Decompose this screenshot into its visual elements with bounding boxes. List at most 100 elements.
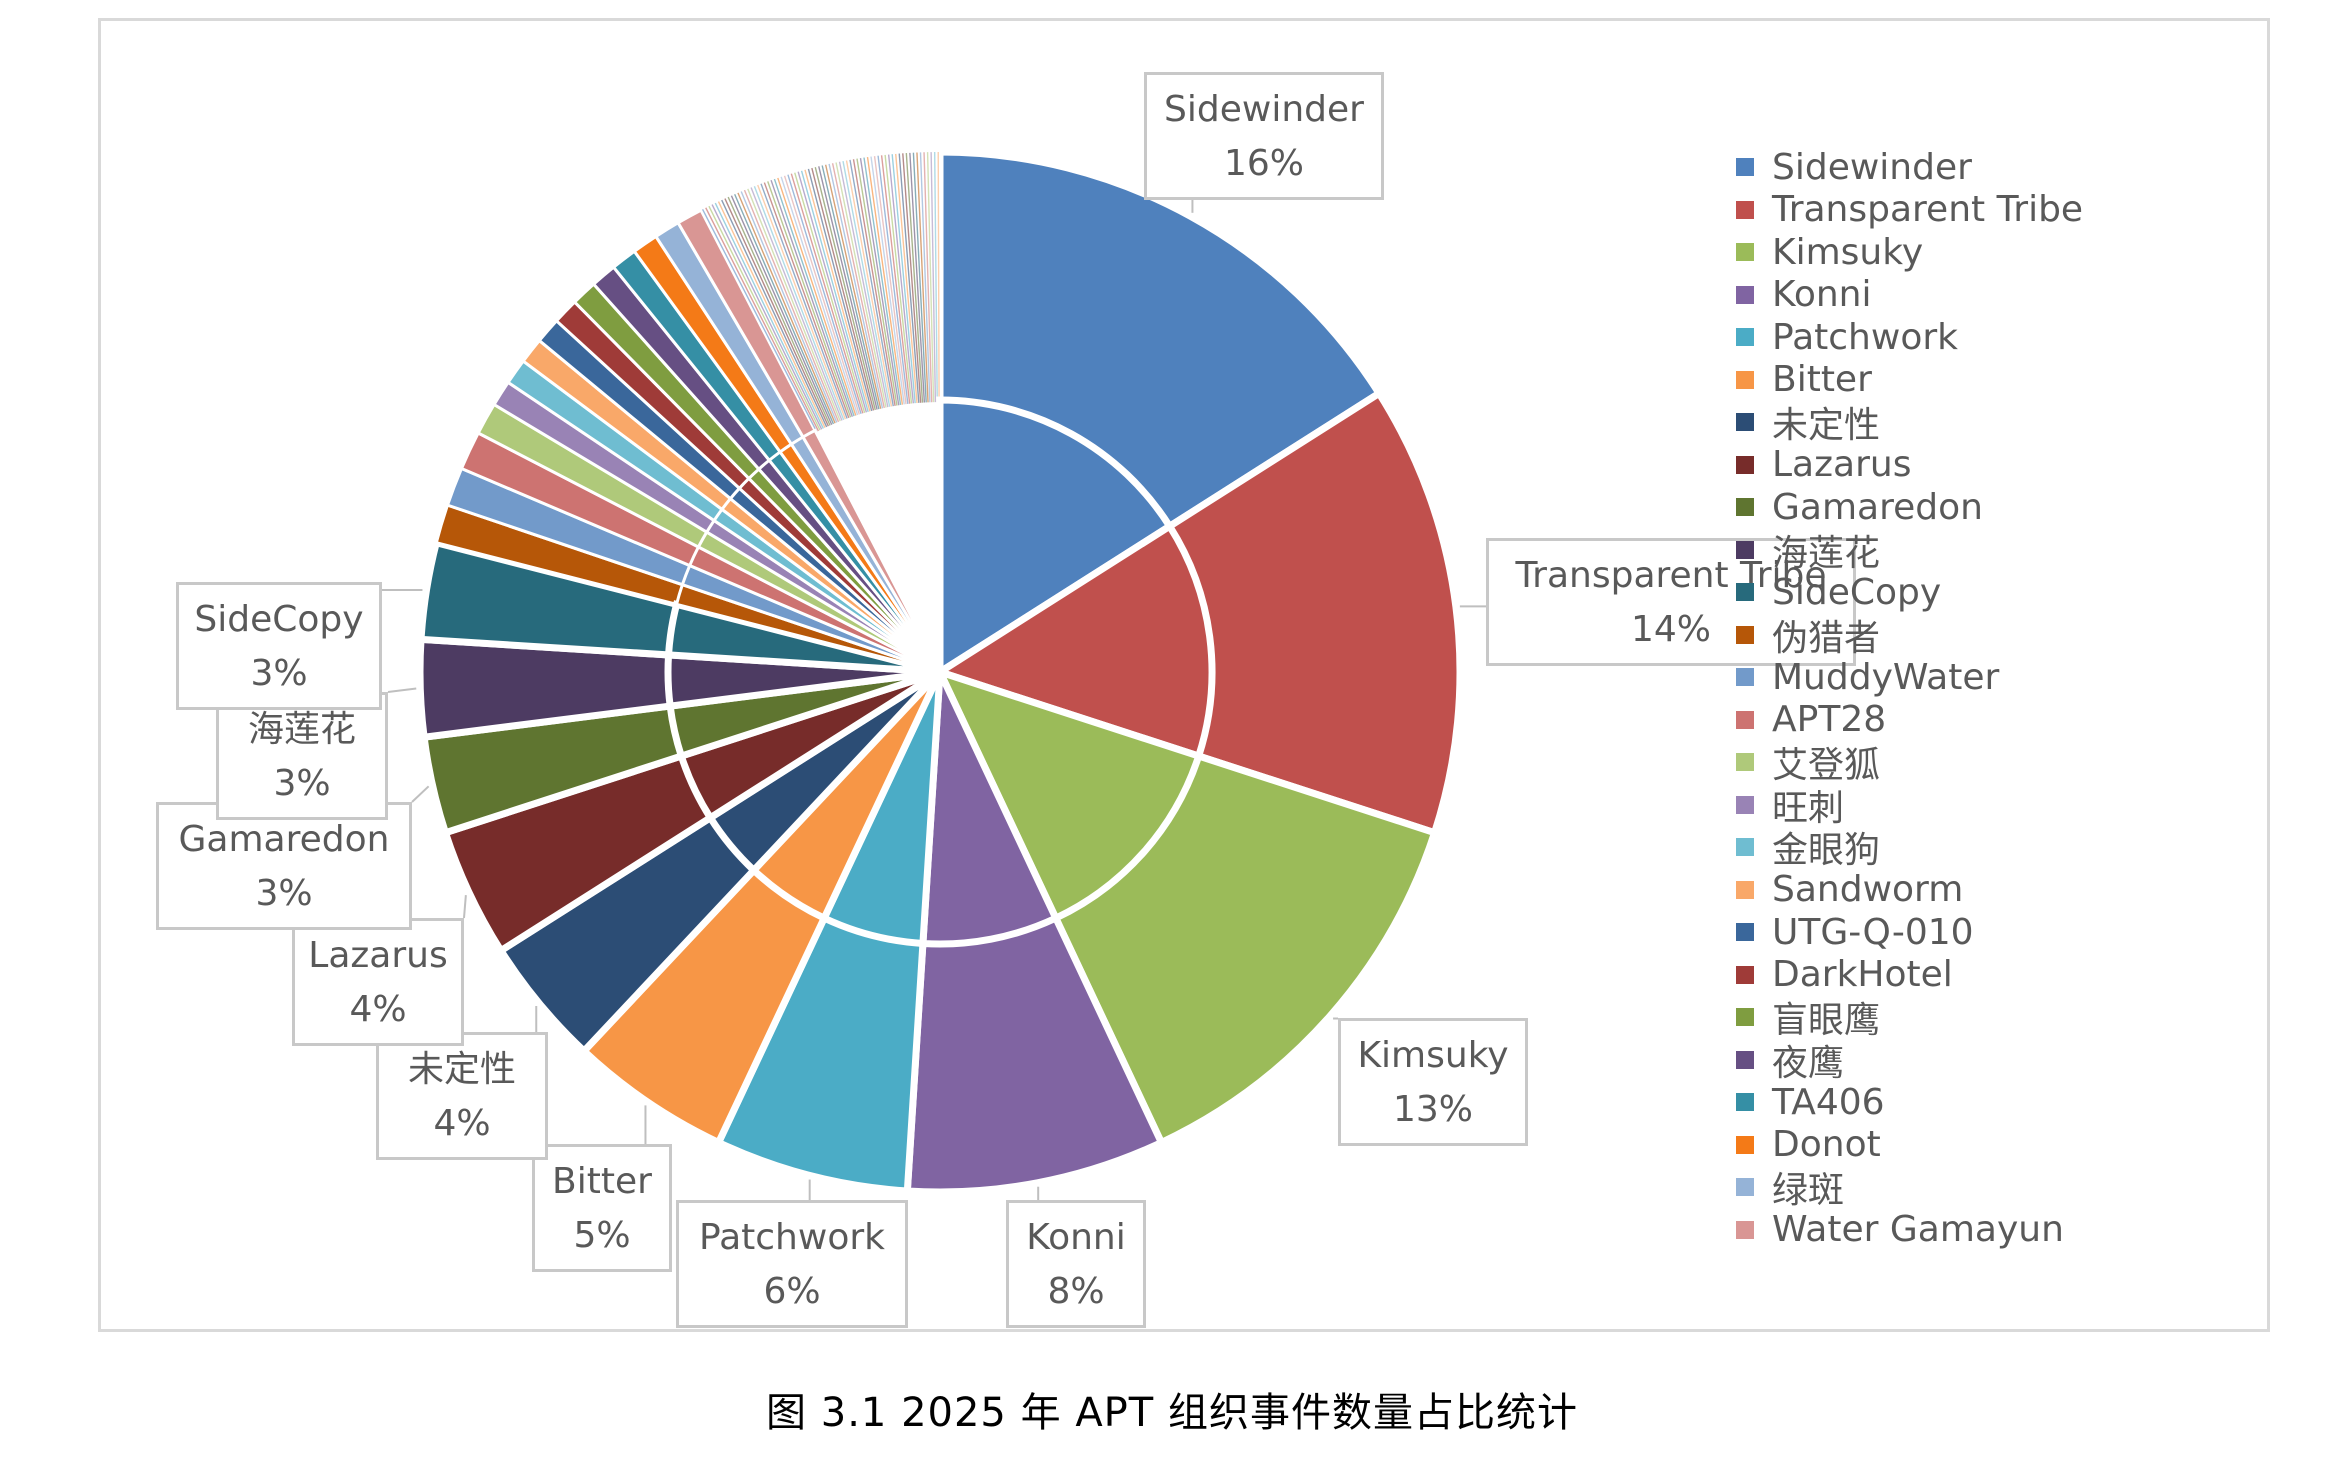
data-label-name: 未定性	[407, 1049, 516, 1090]
legend-item: Sidewinder	[1736, 146, 2156, 189]
data-label-name: Konni	[1026, 1217, 1126, 1258]
pie-slice-inner-26	[800, 428, 942, 673]
data-label-name: Lazarus	[308, 935, 448, 976]
legend-label: Sandworm	[1772, 869, 1964, 911]
legend-item: 金眼狗	[1736, 826, 2156, 871]
legend-item: APT28	[1736, 699, 2156, 742]
legend-item: Donot	[1736, 1124, 2156, 1167]
leader-line	[411, 785, 430, 803]
data-label-percent: 14%	[1630, 609, 1711, 650]
pie-slice-inner-1	[936, 396, 1175, 679]
legend-item: TA406	[1736, 1081, 2156, 1124]
legend-item: 旺刺	[1736, 784, 2156, 829]
pie-slice-inner-3	[933, 666, 1204, 923]
legend-swatch	[1736, 1093, 1754, 1112]
legend-swatch	[1736, 1220, 1754, 1239]
legend: Sidewinder Transparent Tribe Kimsuky Konni P…	[1736, 146, 2156, 1251]
data-label-8: Lazarus 4%	[292, 918, 464, 1046]
legend-item: 夜鹰	[1736, 1039, 2156, 1084]
legend-label: Kimsuky	[1772, 231, 1924, 273]
legend-item: Sandworm	[1736, 869, 2156, 912]
legend-item: 海莲花	[1736, 529, 2156, 574]
legend-label: Gamaredon	[1772, 486, 1983, 528]
data-label-2: Transparent Tribe 14%	[1486, 538, 1856, 666]
legend-swatch	[1736, 200, 1754, 219]
legend-swatch	[1736, 370, 1754, 389]
legend-item: 未定性	[1736, 401, 2156, 446]
legend-label: DarkHotel	[1772, 954, 1953, 996]
legend-item: SideCopy	[1736, 571, 2156, 614]
data-label-percent: 6%	[763, 1271, 821, 1312]
legend-swatch	[1736, 795, 1754, 814]
legend-label: Konni	[1772, 274, 1872, 316]
legend-swatch	[1736, 880, 1754, 899]
figure-caption: 图 3.1 2025 年 APT 组织事件数量占比统计	[766, 1390, 1578, 1436]
data-label-percent: 8%	[1047, 1271, 1105, 1312]
legend-item: Gamaredon	[1736, 486, 2156, 529]
legend-label: 伪猎者	[1772, 617, 1881, 659]
legend-swatch	[1736, 583, 1754, 602]
data-label-percent: 13%	[1392, 1089, 1473, 1130]
data-label-name: Patchwork	[699, 1217, 885, 1258]
legend-swatch	[1736, 158, 1754, 177]
data-label-percent: 4%	[349, 989, 407, 1030]
data-label-name: Gamaredon	[178, 819, 390, 860]
legend-item: DarkHotel	[1736, 954, 2156, 997]
legend-swatch	[1736, 625, 1754, 644]
legend-label: Lazarus	[1772, 444, 1912, 486]
data-label-name: Kimsuky	[1357, 1035, 1509, 1076]
legend-item: Patchwork	[1736, 316, 2156, 359]
leader-line	[387, 687, 417, 693]
pie-slice-inner-2	[931, 521, 1216, 761]
legend-label: 未定性	[1772, 405, 1881, 447]
data-label-name: Bitter	[552, 1161, 652, 1202]
data-label-10: 海莲花 3%	[216, 692, 388, 820]
legend-swatch	[1736, 965, 1754, 984]
legend-label: UTG-Q-010	[1772, 911, 1974, 953]
legend-swatch	[1736, 498, 1754, 517]
legend-item: MuddyWater	[1736, 656, 2156, 699]
legend-swatch	[1736, 455, 1754, 474]
data-label-11: SideCopy 3%	[176, 582, 382, 710]
data-label-name: Sidewinder	[1164, 89, 1364, 130]
legend-label: Bitter	[1772, 359, 1872, 401]
data-label-7: 未定性 4%	[376, 1032, 548, 1160]
legend-label: Sidewinder	[1772, 146, 1972, 188]
legend-item: 绿斑	[1736, 1166, 2156, 1211]
data-label-3: Kimsuky 13%	[1338, 1018, 1528, 1146]
legend-item: UTG-Q-010	[1736, 911, 2156, 954]
data-label-name: 海莲花	[247, 709, 356, 750]
legend-item: Lazarus	[1736, 444, 2156, 487]
legend-label: 盲眼鹰	[1772, 1000, 1881, 1042]
data-label-percent: 3%	[273, 763, 331, 804]
legend-swatch	[1736, 753, 1754, 772]
data-label-percent: 3%	[250, 653, 308, 694]
legend-swatch	[1736, 413, 1754, 432]
legend-label: MuddyWater	[1772, 656, 2000, 698]
legend-item: Bitter	[1736, 359, 2156, 402]
legend-item: Water Gamayun	[1736, 1209, 2156, 1252]
legend-swatch	[1736, 668, 1754, 687]
data-label-percent: 4%	[433, 1103, 491, 1144]
data-label-5: Patchwork 6%	[676, 1200, 908, 1328]
legend-label: 绿斑	[1772, 1170, 1845, 1212]
leader-line	[463, 895, 467, 919]
legend-swatch	[1736, 838, 1754, 857]
data-label-9: Gamaredon 3%	[156, 802, 412, 930]
legend-item: 艾登狐	[1736, 741, 2156, 786]
legend-label: 夜鹰	[1772, 1042, 1845, 1084]
legend-label: SideCopy	[1772, 571, 1942, 613]
legend-item: Konni	[1736, 274, 2156, 317]
legend-label: APT28	[1772, 699, 1887, 741]
legend-swatch	[1736, 285, 1754, 304]
legend-swatch	[1736, 540, 1754, 559]
data-label-6: Bitter 5%	[532, 1144, 672, 1272]
legend-label: Water Gamayun	[1772, 1209, 2064, 1251]
legend-swatch	[1736, 243, 1754, 262]
legend-label: 金眼狗	[1772, 830, 1881, 872]
legend-swatch	[1736, 923, 1754, 942]
legend-label: Donot	[1772, 1124, 1881, 1166]
legend-label: TA406	[1772, 1081, 1885, 1123]
legend-item: 伪猎者	[1736, 614, 2156, 659]
data-label-percent: 16%	[1223, 143, 1304, 184]
